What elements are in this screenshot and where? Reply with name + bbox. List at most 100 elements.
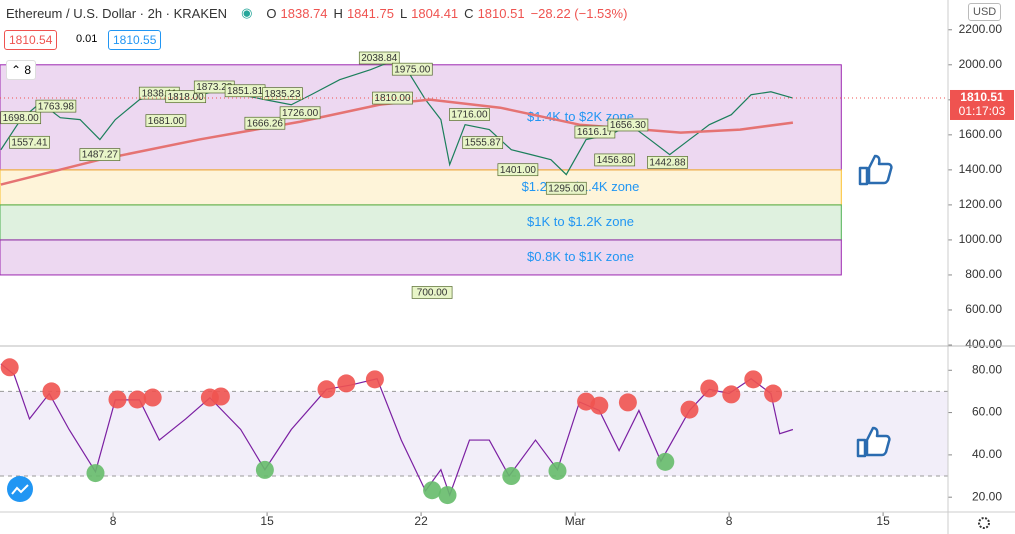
ohlc-key: C [464,5,474,21]
currency[interactable]: USD [968,3,1002,21]
price-label: 2038.84 [361,53,398,64]
price-label: 1851.81 [227,86,264,97]
zone [0,169,842,206]
overbought-signal [143,388,162,407]
zone [0,239,842,276]
y-tick-label: 2200.00 [959,22,1003,36]
x-tick-label: 8 [110,514,117,528]
oversold-signal [502,467,521,486]
price-label-box [462,136,504,149]
y-tick-label: 60.00 [972,405,1002,419]
ohlc-key: L [399,5,408,21]
y-tick-label: 600.00 [965,302,1002,316]
price-label-box [262,87,303,101]
last-price-box [950,89,1014,120]
overbought-signal [42,382,61,401]
y-tick-label: 1400.00 [959,162,1003,176]
header: Ethereum / U.S. Dollar · 2h · KRAKEN ◉ O… [6,5,629,21]
x-tick-label: 15 [260,514,274,528]
pane: $1.4K to $2K zone$1.2K to $1.4K zone$1K … [0,22,1014,351]
price-label: 1726.00 [282,108,319,119]
price-label: 1681.00 [148,116,185,127]
price-label: 700.00 [417,288,448,299]
price-label-box [449,108,490,121]
y-tick-label: 800.00 [965,267,1002,281]
y-tick-label: 40.00 [972,447,1002,461]
ohlc-value: 1841.75 [346,5,394,21]
price-label: 1487.27 [82,150,119,161]
overbought-signal [0,358,19,377]
overbought-signal [764,384,783,403]
price-label-box [497,163,539,177]
price-label: 1716.00 [451,110,488,121]
price-label-box [607,118,649,132]
price-label-box [9,135,50,149]
oversold-signal [423,481,442,500]
zone-label: $0.8K to $1K zone [527,249,634,264]
overbought-signal [618,393,637,412]
x-tick-label: 15 [876,514,890,528]
price-label: 1442.88 [649,158,686,169]
y-tick-label: 80.00 [972,362,1002,376]
overbought-signal [211,387,230,406]
oversold-signal [86,464,105,483]
y-tick-label: 1600.00 [959,127,1003,141]
price-label: 1763.98 [38,101,75,112]
price-label-box [145,114,187,128]
overbought-signal [722,385,741,404]
oversold-signal [656,452,675,471]
price-label-box [647,156,688,169]
ohlc-key: H [333,5,343,21]
logo-mark [11,484,29,495]
price-label: 1557.41 [11,137,48,148]
price-label: 1698.00 [3,113,40,124]
price-label: 1835.23 [264,89,301,100]
y-tick-label: 1200.00 [959,197,1003,211]
price-label-box [0,111,42,125]
thumbs-up-icon [856,426,891,458]
price-label-box [358,51,400,65]
x-tick-label: Mar [565,514,586,528]
price-label: 1818.00 [168,92,205,103]
price-label-box [411,286,453,299]
price-label: 1838.11 [142,88,178,99]
overbought-signal [128,390,147,409]
price-label: 1401.00 [500,165,537,176]
price-label: 1975.00 [394,64,431,75]
buy-price[interactable]: 1810.55 [108,30,162,50]
logo [7,476,33,502]
ohlc-key: O [266,5,277,21]
price-label: 1666.26 [247,118,284,129]
overbought-signal [317,380,336,399]
rsi-band [0,391,948,477]
price-label-box [574,125,616,139]
change: −28.22 (−1.53%) [530,5,628,21]
sell-price[interactable]: 1810.54 [4,30,58,50]
y-tick-label: 20.00 [972,489,1002,503]
thumbs-up-icon [858,154,893,186]
ohlc-value: 1838.74 [280,5,328,21]
price-label-box [594,153,636,167]
price-label: 1810.00 [374,93,411,104]
indicators-toggle[interactable]: ⌃ 8 [6,60,37,80]
overbought-signal [365,370,384,389]
overbought-signal [108,390,127,409]
series-line [0,98,794,186]
price-label: 1656.30 [610,120,647,131]
price-label-box [391,62,433,76]
price-label-box [244,116,286,130]
countdown: 01:17:03 [959,104,1006,118]
overbought-signal [337,374,356,393]
zone-label: $1K to $1.2K zone [527,214,634,229]
oversold-signal [438,486,457,505]
indicator-count: 8 [24,63,32,77]
settings-icon [978,517,990,529]
price-label-box [79,148,121,161]
price-label: 1616.17 [577,127,614,138]
x-tick-label: 8 [726,514,733,528]
price-label: 1873.28 [196,82,233,93]
last-price: 1810.51 [960,90,1004,104]
spread: 0.01 [72,31,102,47]
y-tick-label: 400.00 [965,337,1002,351]
